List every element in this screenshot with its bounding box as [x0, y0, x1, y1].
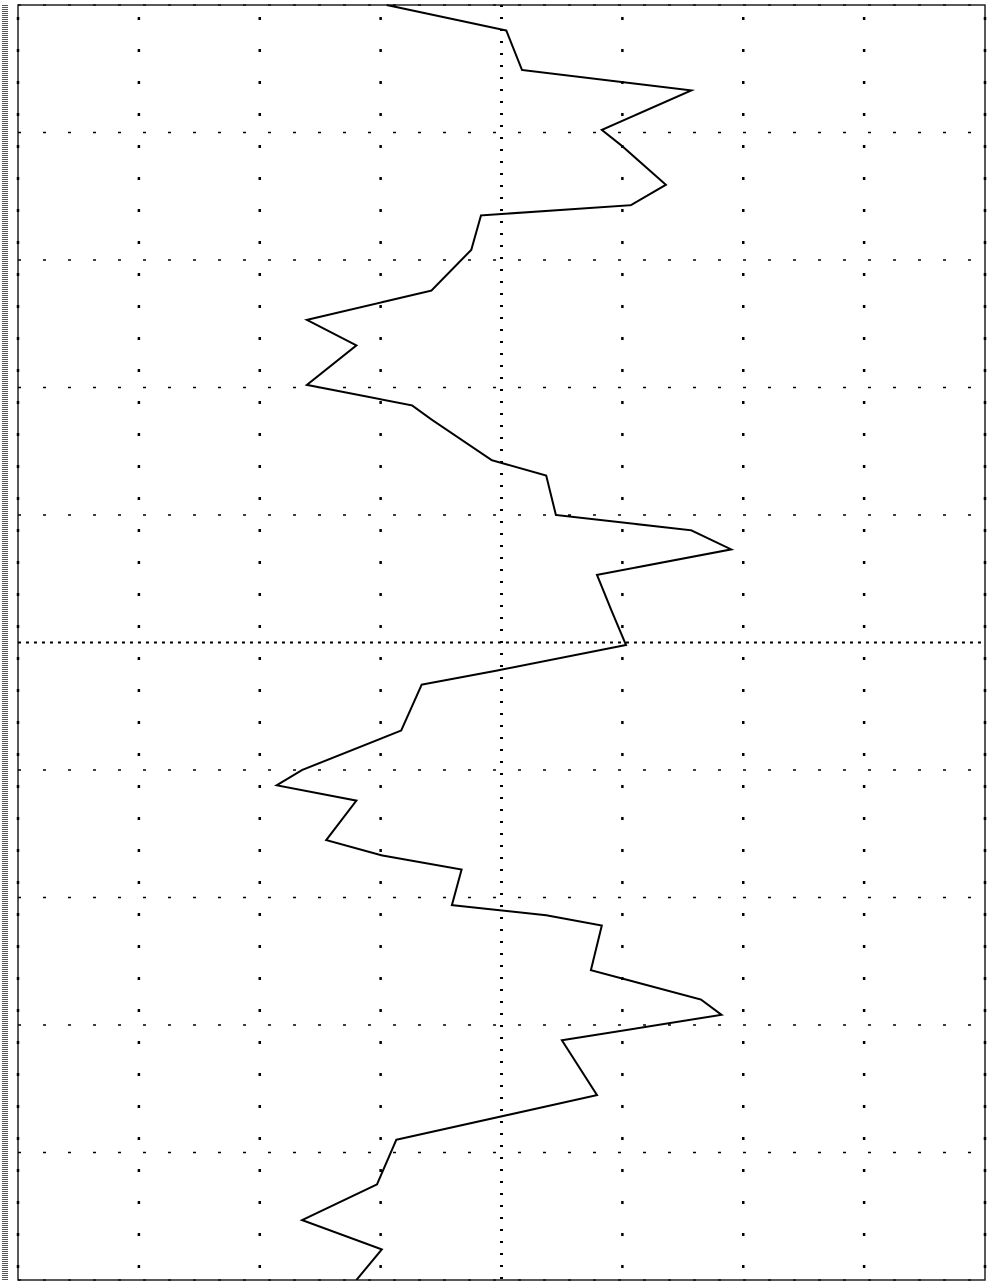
- trace: [273, 4, 735, 1281]
